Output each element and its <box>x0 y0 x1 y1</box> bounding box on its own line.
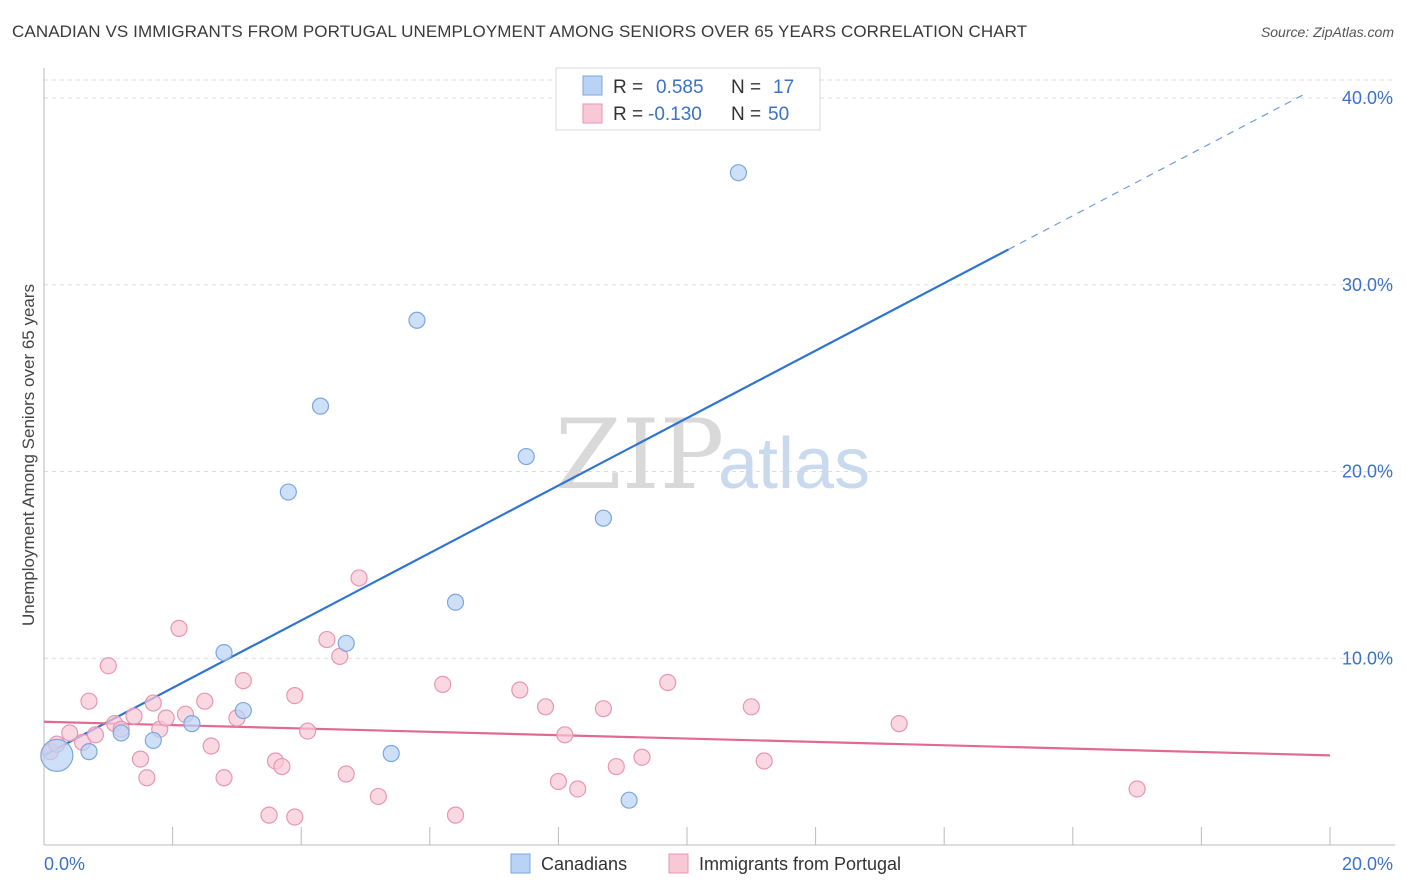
y-axis-label: Unemployment Among Seniors over 65 years <box>19 284 38 626</box>
y-tick-labels: 10.0% 20.0% 30.0% 40.0% <box>1342 88 1393 668</box>
point-portugal <box>286 686 304 705</box>
point-portugal <box>131 750 150 768</box>
legend-r-value-2: -0.130 <box>648 104 702 125</box>
point-portugal <box>80 692 98 710</box>
legend: R = 0.585 N = 17 R = -0.130 N = 50 <box>555 67 821 131</box>
point-portugal <box>446 806 465 824</box>
x-tick-label-max: 20.0% <box>1342 854 1393 874</box>
point-canadians <box>408 311 426 329</box>
watermark-zip: ZIP <box>555 399 724 511</box>
data-points <box>40 164 1146 826</box>
point-portugal <box>659 673 677 692</box>
bottom-legend-swatch-portugal <box>668 853 689 874</box>
point-portugal <box>890 715 908 733</box>
point-portugal <box>318 630 336 649</box>
watermark-atlas: atlas <box>718 424 870 504</box>
legend-r-label-1: R = <box>613 77 643 98</box>
source-label: Source: ZipAtlas.com <box>1260 24 1394 40</box>
trend-line-canadians-extrapolated <box>1008 93 1305 250</box>
point-canadians <box>729 164 748 182</box>
point-canadians <box>40 738 74 772</box>
legend-n-label-1: N = <box>731 77 761 98</box>
point-portugal <box>536 698 555 716</box>
point-portugal <box>99 657 117 675</box>
legend-swatch-portugal <box>582 103 603 124</box>
legend-n-label-2: N = <box>731 104 761 125</box>
point-portugal <box>86 726 105 744</box>
point-canadians <box>112 724 130 742</box>
y-tick-label: 10.0% <box>1342 648 1393 668</box>
chart-title: CANADIAN VS IMMIGRANTS FROM PORTUGAL UNE… <box>12 22 1028 41</box>
point-canadians <box>446 593 465 611</box>
bottom-legend-swatch-canadians <box>510 853 531 874</box>
point-portugal <box>369 787 387 806</box>
point-portugal <box>511 681 529 699</box>
trend-line-canadians <box>43 248 1010 757</box>
point-portugal <box>202 737 220 755</box>
point-portugal <box>350 569 368 587</box>
point-canadians <box>279 483 297 501</box>
point-portugal <box>196 692 214 710</box>
point-portugal <box>434 675 452 693</box>
point-portugal <box>144 694 162 712</box>
point-portugal <box>61 724 79 742</box>
point-canadians <box>234 701 252 720</box>
point-canadians <box>215 644 233 662</box>
legend-n-value-1: 17 <box>773 77 794 98</box>
y-tick-label: 20.0% <box>1342 462 1393 482</box>
point-portugal <box>157 709 175 727</box>
point-portugal <box>215 769 233 787</box>
point-portugal <box>170 619 188 637</box>
point-canadians <box>517 447 535 466</box>
point-canadians <box>382 744 400 763</box>
point-portugal <box>234 672 252 690</box>
point-portugal <box>1128 780 1146 798</box>
grid-lines <box>44 79 1395 659</box>
point-portugal <box>286 808 304 826</box>
point-portugal <box>337 765 355 783</box>
point-portugal <box>273 757 291 776</box>
trend-line-portugal <box>43 720 1331 757</box>
point-canadians <box>311 397 330 415</box>
axes <box>43 68 1395 846</box>
point-canadians <box>80 743 98 761</box>
point-canadians <box>620 791 638 809</box>
point-portugal <box>549 772 568 791</box>
legend-r-value-1: 0.585 <box>656 77 704 98</box>
point-portugal <box>607 757 625 776</box>
point-portugal <box>742 698 760 716</box>
legend-n-value-2: 50 <box>768 104 789 125</box>
point-portugal <box>556 726 574 744</box>
legend-r-label-2: R = <box>613 104 643 125</box>
bottom-legend: Canadians Immigrants from Portugal <box>510 853 901 874</box>
point-portugal <box>138 769 156 787</box>
point-canadians <box>183 715 201 733</box>
point-canadians <box>337 634 355 652</box>
bottom-legend-portugal: Immigrants from Portugal <box>699 854 901 874</box>
point-portugal <box>569 780 587 798</box>
y-tick-label: 30.0% <box>1342 275 1393 295</box>
point-portugal <box>633 748 651 766</box>
legend-swatch-canadians <box>582 75 603 96</box>
bottom-legend-canadians: Canadians <box>541 854 627 874</box>
trend-lines <box>43 93 1331 757</box>
point-canadians <box>144 731 162 750</box>
x-tick-label-min: 0.0% <box>44 854 85 874</box>
point-portugal <box>299 722 317 740</box>
watermark: ZIP atlas <box>555 399 870 511</box>
point-portugal <box>755 752 773 770</box>
point-portugal <box>125 707 143 725</box>
point-canadians <box>594 509 613 527</box>
point-portugal <box>260 806 278 824</box>
point-portugal <box>594 700 613 718</box>
y-tick-label: 40.0% <box>1342 88 1393 108</box>
x-tick-labels: 0.0% 20.0% <box>44 854 1393 874</box>
